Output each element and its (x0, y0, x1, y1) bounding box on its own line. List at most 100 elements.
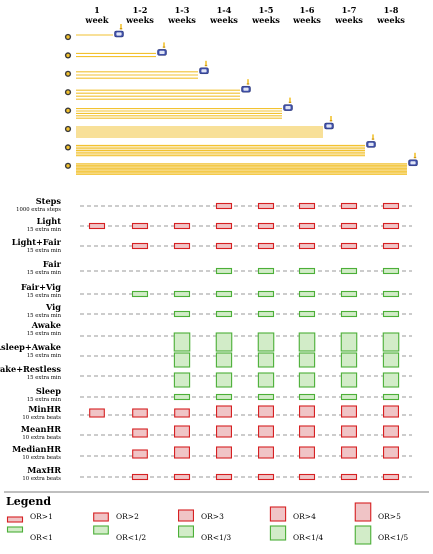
odds-ratio-negative-mark (382, 310, 400, 318)
odds-ratio-positive-mark (216, 405, 233, 418)
odds-ratio-negative-mark (340, 332, 358, 352)
odds-ratio-negative-mark (382, 393, 400, 401)
odds-ratio-negative-mark (298, 310, 316, 318)
odds-ratio-positive-mark (382, 222, 400, 230)
odds-ratio-positive-mark (132, 449, 148, 459)
odds-ratio-negative-mark (173, 372, 191, 388)
clock-icon (324, 122, 334, 130)
odds-ratio-negative-mark (298, 372, 316, 388)
marker-pin-icon (329, 116, 333, 122)
week-header-unit: weeks (376, 15, 405, 25)
legend-label: OR<1/2 (116, 533, 146, 542)
odds-ratio-positive-mark (257, 473, 275, 481)
row-label: Awake (31, 320, 61, 330)
odds-ratio-positive-mark (257, 425, 274, 438)
row-unit: 10 extra beats (22, 435, 61, 441)
odds-ratio-negative-mark (215, 310, 233, 318)
row-unit: 1000 extra steps (16, 207, 61, 213)
row-unit: 15 extra min (27, 293, 62, 299)
legend-label: OR>2 (116, 512, 139, 521)
odds-ratio-negative-mark (173, 393, 191, 401)
row-unit: 15 extra min (27, 270, 62, 276)
odds-ratio-negative-mark (298, 267, 316, 275)
legend-label: OR>1 (30, 512, 53, 521)
odds-ratio-positive-mark (93, 512, 109, 522)
row-label: Sleep (36, 386, 61, 396)
odds-ratio-positive-mark (382, 405, 399, 418)
odds-ratio-positive-mark (340, 446, 357, 459)
odds-ratio-negative-mark (340, 372, 358, 388)
row-label: MinHR (28, 404, 61, 414)
row-unit: 15 extra min (27, 331, 62, 337)
odds-ratio-negative-mark (340, 393, 358, 401)
odds-ratio-negative-mark (269, 525, 287, 541)
row-unit: 10 extra beats (22, 476, 61, 482)
week-header-number: 1-5 (259, 5, 274, 15)
week-header-number: 1-7 (342, 5, 357, 15)
week-header-unit: weeks (251, 15, 280, 25)
week-header-number: 1-2 (133, 5, 148, 15)
odds-ratio-negative-mark (382, 332, 400, 352)
odds-ratio-positive-mark (174, 446, 191, 459)
odds-ratio-negative-mark (340, 310, 358, 318)
odds-ratio-negative-mark (173, 290, 191, 298)
row-label: MeanHR (21, 424, 61, 434)
odds-ratio-positive-mark (298, 222, 316, 230)
odds-ratio-positive-mark (88, 222, 106, 230)
odds-ratio-negative-mark (382, 290, 400, 298)
odds-ratio-negative-mark (257, 290, 275, 298)
week-header-number: 1-4 (217, 5, 232, 15)
legend-label: OR<1/4 (293, 533, 323, 542)
odds-ratio-negative-mark (173, 352, 191, 368)
odds-ratio-negative-mark (354, 525, 372, 545)
odds-ratio-positive-mark (132, 428, 148, 438)
week-header-number: 1-8 (384, 5, 399, 15)
row-unit: 15 extra min (27, 248, 62, 254)
odds-ratio-positive-mark (382, 446, 399, 459)
clock-icon (408, 159, 418, 167)
odds-ratio-negative-mark (340, 352, 358, 368)
week-header-unit: weeks (167, 15, 196, 25)
row-label: Light+Fair (12, 237, 62, 247)
row-unit: 15 extra min (27, 227, 62, 233)
week-header-unit: weeks (292, 15, 321, 25)
odds-ratio-positive-mark (257, 405, 274, 418)
odds-ratio-positive-mark (131, 242, 149, 250)
legend-title: Legend (6, 495, 51, 508)
odds-ratio-negative-mark (173, 332, 191, 352)
odds-ratio-positive-mark (6, 516, 24, 523)
legend-label: OR<1/5 (378, 533, 408, 542)
marker-pin-icon (246, 79, 250, 85)
legend-label: OR<1/3 (201, 533, 231, 542)
week-header-number: 1 (94, 5, 100, 15)
odds-ratio-negative-mark (215, 332, 233, 352)
odds-ratio-negative-mark (340, 267, 358, 275)
odds-ratio-positive-mark (131, 222, 149, 230)
week-header-number: 1-3 (175, 5, 190, 15)
row-label: Vig (45, 302, 61, 312)
watch-icon (64, 125, 72, 133)
odds-ratio-positive-mark (174, 425, 191, 438)
week-header-unit: weeks (125, 15, 154, 25)
clock-icon (366, 141, 376, 148)
watch-icon (64, 107, 72, 114)
row-label: Asleep+Awake (0, 342, 61, 352)
odds-ratio-positive-mark (298, 446, 315, 459)
odds-ratio-positive-mark (215, 473, 233, 481)
week-header-number: 1-6 (300, 5, 315, 15)
odds-ratio-negative-mark (215, 290, 233, 298)
odds-ratio-negative-mark (382, 267, 400, 275)
odds-ratio-positive-mark (340, 473, 358, 481)
odds-ratio-positive-mark (382, 202, 400, 210)
row-label: Light (37, 216, 62, 226)
row-label: Fair (43, 259, 62, 269)
row-unit: 15 extra min (27, 375, 62, 381)
odds-ratio-positive-mark (382, 473, 400, 481)
odds-ratio-positive-mark (174, 408, 190, 418)
odds-ratio-positive-mark (298, 202, 316, 210)
odds-ratio-positive-mark (269, 506, 287, 522)
odds-ratio-positive-mark (215, 242, 233, 250)
odds-ratio-positive-mark (173, 242, 191, 250)
